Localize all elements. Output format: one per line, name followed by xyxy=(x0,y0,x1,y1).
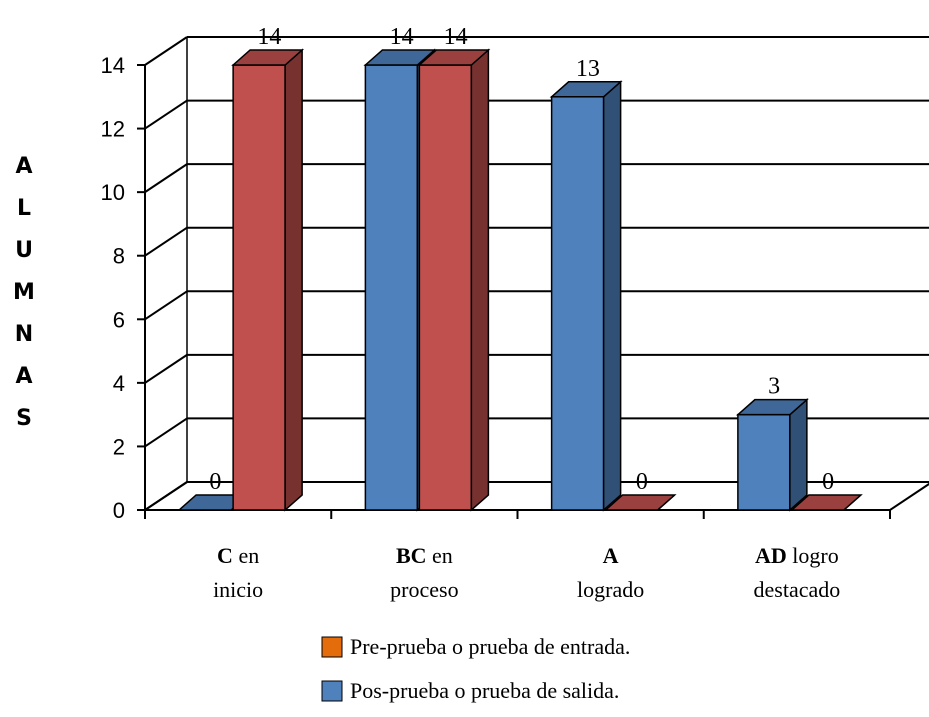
legend-swatch xyxy=(321,680,343,702)
data-label: 0 xyxy=(209,469,221,495)
data-label: 14 xyxy=(390,24,414,50)
side-wall-line xyxy=(144,163,188,193)
y-axis-label-letter: L xyxy=(17,196,31,221)
y-tick-label: 14 xyxy=(101,53,125,78)
category-label-line2: proceso xyxy=(390,577,458,602)
bar-top xyxy=(417,49,491,66)
category-label: A xyxy=(603,543,619,568)
y-tick-label: 0 xyxy=(113,498,125,523)
side-wall-line xyxy=(144,99,188,130)
category-label: AD logro xyxy=(755,543,839,568)
side-wall-line xyxy=(144,226,188,257)
data-label: 0 xyxy=(822,469,834,495)
y-tick-label: 2 xyxy=(113,434,125,459)
y-axis-label-letter: N xyxy=(15,322,33,347)
bar xyxy=(364,64,419,511)
bar-side xyxy=(284,48,303,512)
category-label-line2: logrado xyxy=(577,577,644,602)
category-label-line2: inicio xyxy=(213,577,263,602)
legend-label: Pre-prueba o prueba de entrada. xyxy=(350,634,630,659)
side-wall-line xyxy=(144,417,188,448)
y-axis-label-letter: M xyxy=(13,280,35,305)
bar-side xyxy=(789,397,808,512)
data-label: 3 xyxy=(768,374,780,400)
data-label: 14 xyxy=(257,24,281,50)
side-wall-line xyxy=(144,290,188,321)
bar-top xyxy=(363,49,437,66)
side-wall-line xyxy=(144,36,188,66)
category-label-bold: A xyxy=(603,543,619,568)
y-tick-label: 8 xyxy=(113,244,125,269)
category-label-bold: BC xyxy=(396,543,427,568)
category-label: C en xyxy=(217,543,259,568)
y-tick-label: 4 xyxy=(113,371,125,396)
y-axis-label-letter: A xyxy=(15,154,32,179)
bar-side xyxy=(602,80,622,512)
bar-side xyxy=(470,48,490,512)
y-tick-label: 10 xyxy=(101,180,125,205)
y-axis-label-letter: S xyxy=(16,406,32,431)
bar xyxy=(550,96,605,511)
y-tick-label: 12 xyxy=(101,117,125,142)
bar xyxy=(418,64,473,511)
legend-swatch xyxy=(321,636,343,658)
category-label-bold: C xyxy=(217,543,233,568)
data-label: 0 xyxy=(636,469,648,495)
bar xyxy=(232,64,286,511)
legend-label: Pos-prueba o prueba de salida. xyxy=(350,678,619,703)
bar-top xyxy=(735,398,809,416)
category-label-bold: AD xyxy=(755,543,787,568)
y-tick-labels: 0 2 4 6 8 10 12 14 xyxy=(101,53,125,523)
bar-top xyxy=(549,81,623,98)
y-tick-label: 6 xyxy=(113,307,125,332)
side-wall-line xyxy=(144,354,188,384)
data-label: 14 xyxy=(444,24,468,50)
category-label-rest: logro xyxy=(787,543,839,568)
y-axis-label-letter: U xyxy=(15,238,33,263)
category-label: BC en xyxy=(396,543,453,568)
data-label: 13 xyxy=(576,56,600,82)
bar-top xyxy=(789,494,863,511)
bar-top xyxy=(603,494,677,511)
category-label-rest: en xyxy=(233,543,259,568)
category-label-line2: destacado xyxy=(754,577,841,602)
y-axis-label-letter: A xyxy=(15,364,32,389)
data-labels: 0 14 14 14 13 0 3 0 xyxy=(209,24,834,495)
legend: Pre-prueba o prueba de entrada. Pos-prueb… xyxy=(321,634,630,703)
bars xyxy=(177,48,863,512)
bar xyxy=(737,413,791,511)
category-label-rest: en xyxy=(427,543,453,568)
bar-top xyxy=(231,49,305,66)
